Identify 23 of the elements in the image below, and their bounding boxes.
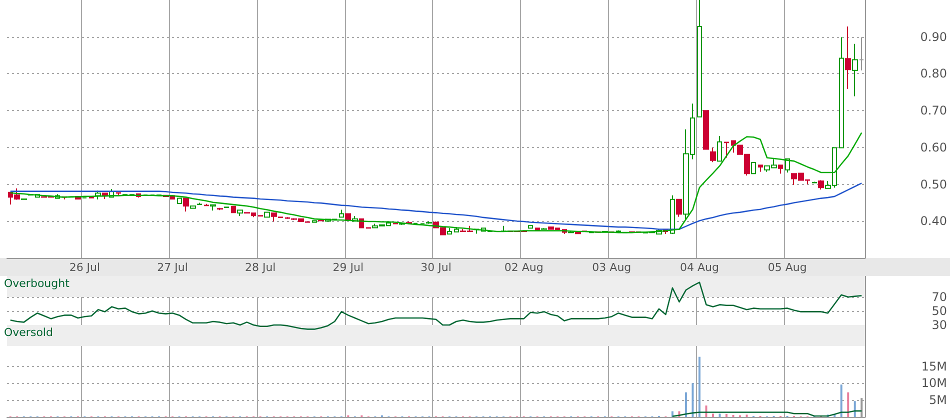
band-label: Oversold xyxy=(4,326,53,339)
x-tick-label: 28 Jul xyxy=(244,261,276,274)
y-tick-label: 0.70 xyxy=(920,104,947,118)
band-label: Overbought xyxy=(4,277,70,290)
y-tick-label: 0.50 xyxy=(920,177,947,192)
x-tick-label: 26 Jul xyxy=(69,261,100,274)
x-tick-label: 30 Jul xyxy=(420,261,452,274)
y-tick-label: 0.80 xyxy=(920,66,947,81)
x-tick-label: 02 Aug xyxy=(504,261,544,274)
y-tick-label: 5M xyxy=(929,393,947,408)
y-tick-label: 0.40 xyxy=(920,214,947,228)
x-tick-label: 29 Jul xyxy=(332,261,364,274)
x-tick-label: 03 Aug xyxy=(592,261,632,274)
y-tick-label: 0.90 xyxy=(920,30,947,44)
y-tick-label: 50 xyxy=(932,304,947,318)
x-tick-label: 04 Aug xyxy=(680,261,719,274)
y-tick-label: 70 xyxy=(932,290,947,304)
y-tick-label: 10M xyxy=(921,376,947,390)
y-tick-label: 0.60 xyxy=(920,140,947,154)
y-tick-label: 30 xyxy=(932,318,947,332)
y-tick-label: 15M xyxy=(921,359,947,374)
x-tick-label: 27 Jul xyxy=(157,261,188,274)
x-tick-label: 05 Aug xyxy=(768,261,807,274)
